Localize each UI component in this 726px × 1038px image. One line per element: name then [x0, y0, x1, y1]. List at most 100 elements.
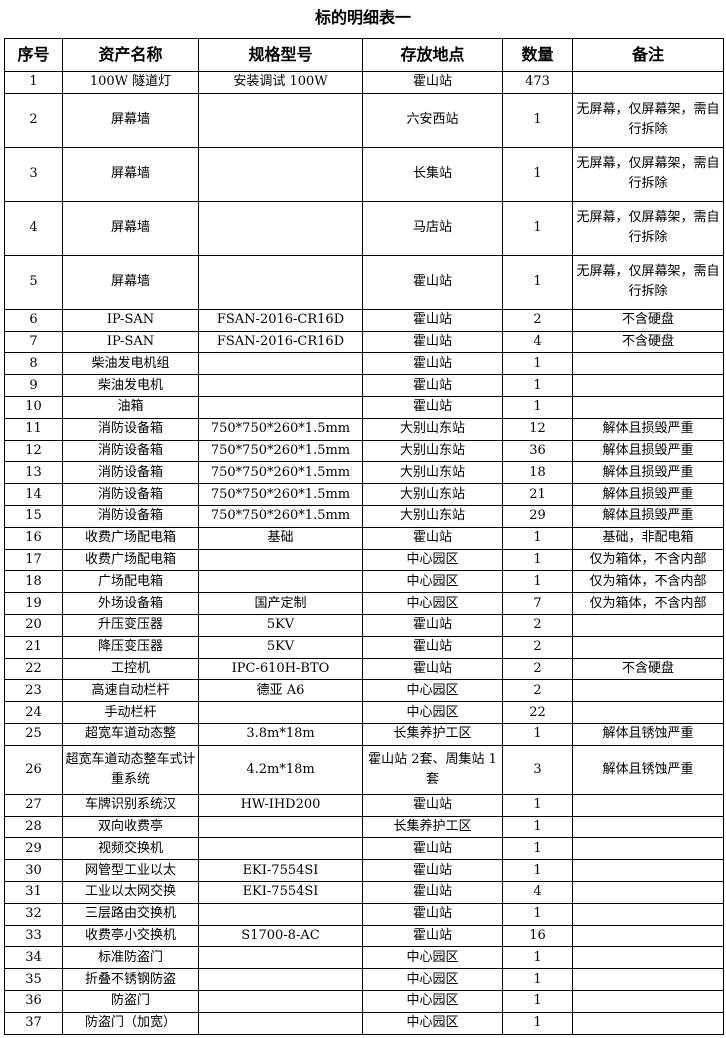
table-cell: 消防设备箱: [62, 417, 199, 441]
table-row: 18 广场配电箱 中心园区 1 仅为箱体，不含内部: [4, 570, 724, 594]
table-cell: 霍山站: [362, 859, 503, 882]
table-cell: 大别山东站: [362, 483, 503, 506]
table-row: 27 车牌识别系统汉 HW-IHD200 霍山站 1: [4, 793, 724, 817]
table-cell: 霍山站: [362, 395, 503, 419]
table-cell: [198, 815, 363, 839]
table-cell: 10: [4, 395, 63, 419]
table-cell: 12: [4, 439, 63, 463]
header-cell: 序号: [4, 38, 63, 72]
table-cell: 7: [502, 592, 573, 615]
table-cell: 4: [502, 330, 573, 354]
table-cell: [198, 902, 363, 926]
table-cell: 消防设备箱: [62, 483, 199, 506]
table-cell: [198, 989, 363, 1013]
table-row: 17 收费广场配电箱 中心园区 1 仅为箱体，不含内部: [4, 548, 724, 572]
table-cell: 7: [4, 330, 63, 354]
table-cell: 28: [4, 815, 63, 839]
table-cell: 29: [502, 504, 573, 528]
table-cell: [572, 793, 724, 817]
detail-table: 序号 资产名称 规格型号 存放地点 数量 备注 1 100W 隧道灯 安装调试 100W 霍山站…: [4, 38, 724, 1035]
table-cell: 22: [502, 701, 573, 724]
table-cell: 基础: [198, 526, 363, 550]
table-cell: 1: [502, 254, 573, 310]
table-cell: 4: [502, 880, 573, 904]
table-cell: 安装调试 100W: [198, 71, 363, 94]
table-cell: 不含硬盘: [572, 330, 724, 354]
table-cell: 长集养护工区: [362, 815, 503, 839]
table-cell: 无屏幕，仅屏幕架，需自行拆除: [572, 146, 724, 202]
table-row: 20 升压变压器 5KV 霍山站 2: [4, 613, 724, 637]
table-row: 21 降压变压器 5KV 霍山站 2: [4, 635, 724, 659]
table-cell: 1: [502, 374, 573, 397]
table-cell: 长集养护工区: [362, 722, 503, 746]
table-cell: 屏幕墙: [62, 92, 199, 148]
table-cell: 屏幕墙: [62, 146, 199, 202]
table-cell: [572, 395, 724, 419]
table-cell: [572, 374, 724, 397]
table-cell: 20: [4, 613, 63, 637]
table-cell: [572, 815, 724, 839]
table-cell: [198, 92, 363, 148]
table-cell: 100W 隧道灯: [62, 71, 199, 94]
table-cell: 折叠不锈钢防盗: [62, 968, 199, 991]
table-row: 16 收费广场配电箱 基础 霍山站 1 基础，非配电箱: [4, 526, 724, 550]
table-cell: 标准防盗门: [62, 946, 199, 970]
header-cell: 备注: [572, 38, 724, 72]
table-cell: [572, 701, 724, 724]
table-cell: 1: [502, 989, 573, 1013]
table-cell: FSAN-2016-CR16D: [198, 330, 363, 354]
table-cell: [198, 146, 363, 202]
table-row: 26 超宽车道动态整车式计重系统 4.2m*18m 霍山站 2套、周集站 1套 3 解体且…: [4, 744, 724, 795]
table-cell: 2: [502, 613, 573, 637]
table-cell: S1700-8-AC: [198, 924, 363, 948]
table-cell: 1: [502, 146, 573, 202]
table-cell: 36: [502, 439, 573, 463]
table-cell: 双向收费亭: [62, 815, 199, 839]
table-cell: 霍山站: [362, 352, 503, 376]
table-cell: 无屏幕，仅屏幕架，需自行拆除: [572, 200, 724, 256]
table-cell: 网管型工业以太: [62, 859, 199, 882]
table-cell: 霍山站: [362, 330, 503, 354]
table-cell: 仅为箱体，不含内部: [572, 548, 724, 572]
table-cell: 1: [502, 722, 573, 746]
table-cell: 1: [502, 837, 573, 861]
table-cell: 中心园区: [362, 679, 503, 703]
table-cell: 解体且损毁严重: [572, 439, 724, 463]
table-cell: 18: [502, 461, 573, 485]
table-cell: IP-SAN: [62, 330, 199, 354]
header-cell: 数量: [502, 38, 573, 72]
table-row: 11 消防设备箱 750*750*260*1.5mm 大别山东站 12 解体且损毁严重: [4, 417, 724, 441]
table-cell: 15: [4, 504, 63, 528]
table-cell: 霍山站 2套、周集站 1套: [362, 744, 503, 795]
table-row: 19 外场设备箱 国产定制 中心园区 7 仅为箱体，不含内部: [4, 592, 724, 615]
table-cell: 27: [4, 793, 63, 817]
table-cell: 大别山东站: [362, 417, 503, 441]
table-cell: 2: [502, 308, 573, 332]
table-row: 28 双向收费亭 长集养护工区 1: [4, 815, 724, 839]
table-cell: 超宽车道动态整车式计重系统: [62, 744, 199, 795]
table-cell: [572, 1011, 724, 1035]
table-cell: 高速自动栏杆: [62, 679, 199, 703]
table-cell: 1: [502, 570, 573, 594]
table-cell: 2: [502, 635, 573, 659]
table-cell: 防盗门: [62, 989, 199, 1013]
table-cell: 31: [4, 880, 63, 904]
table-cell: 霍山站: [362, 71, 503, 94]
table-cell: [198, 1011, 363, 1035]
table-cell: [572, 679, 724, 703]
table-cell: [572, 968, 724, 991]
table-cell: [198, 200, 363, 256]
table-cell: 中心园区: [362, 592, 503, 615]
table-cell: [572, 902, 724, 926]
table-cell: 22: [4, 657, 63, 681]
table-cell: 21: [4, 635, 63, 659]
table-cell: [572, 837, 724, 861]
table-cell: 1: [502, 548, 573, 572]
table-cell: [198, 548, 363, 572]
table-cell: 3: [502, 744, 573, 795]
table-cell: 收费亭小交换机: [62, 924, 199, 948]
table-cell: 19: [4, 592, 63, 615]
table-cell: 霍山站: [362, 793, 503, 817]
table-row: 30 网管型工业以太 EKI-7554SI 霍山站 1: [4, 859, 724, 882]
table-cell: 解体且损毁严重: [572, 461, 724, 485]
